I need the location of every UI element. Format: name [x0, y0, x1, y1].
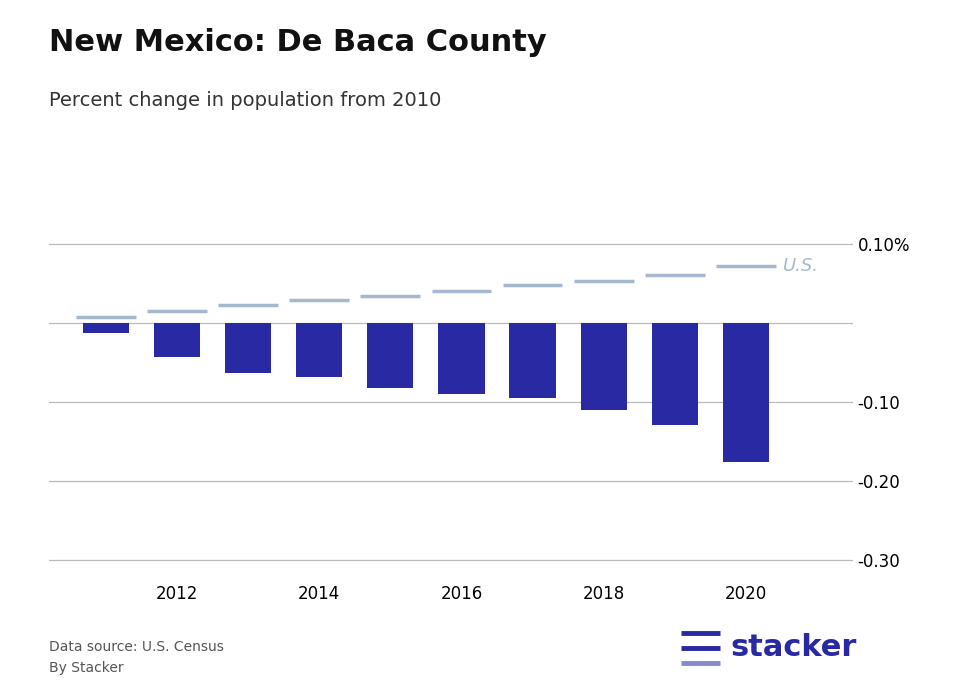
Text: New Mexico: De Baca County: New Mexico: De Baca County [49, 28, 547, 57]
Text: U.S.: U.S. [783, 257, 819, 275]
Bar [154, 324, 200, 356]
Bar [580, 324, 627, 410]
Text: Percent change in population from 2010: Percent change in population from 2010 [49, 91, 441, 110]
Text: By Stacker: By Stacker [49, 661, 123, 675]
Bar [296, 324, 342, 377]
Bar [510, 324, 556, 398]
Bar [82, 324, 129, 333]
Bar [368, 324, 414, 388]
Bar [225, 324, 271, 373]
Bar [723, 324, 769, 463]
Text: stacker: stacker [730, 633, 857, 663]
Bar [652, 324, 698, 424]
Text: Data source: U.S. Census: Data source: U.S. Census [49, 640, 223, 654]
Bar [438, 324, 484, 394]
